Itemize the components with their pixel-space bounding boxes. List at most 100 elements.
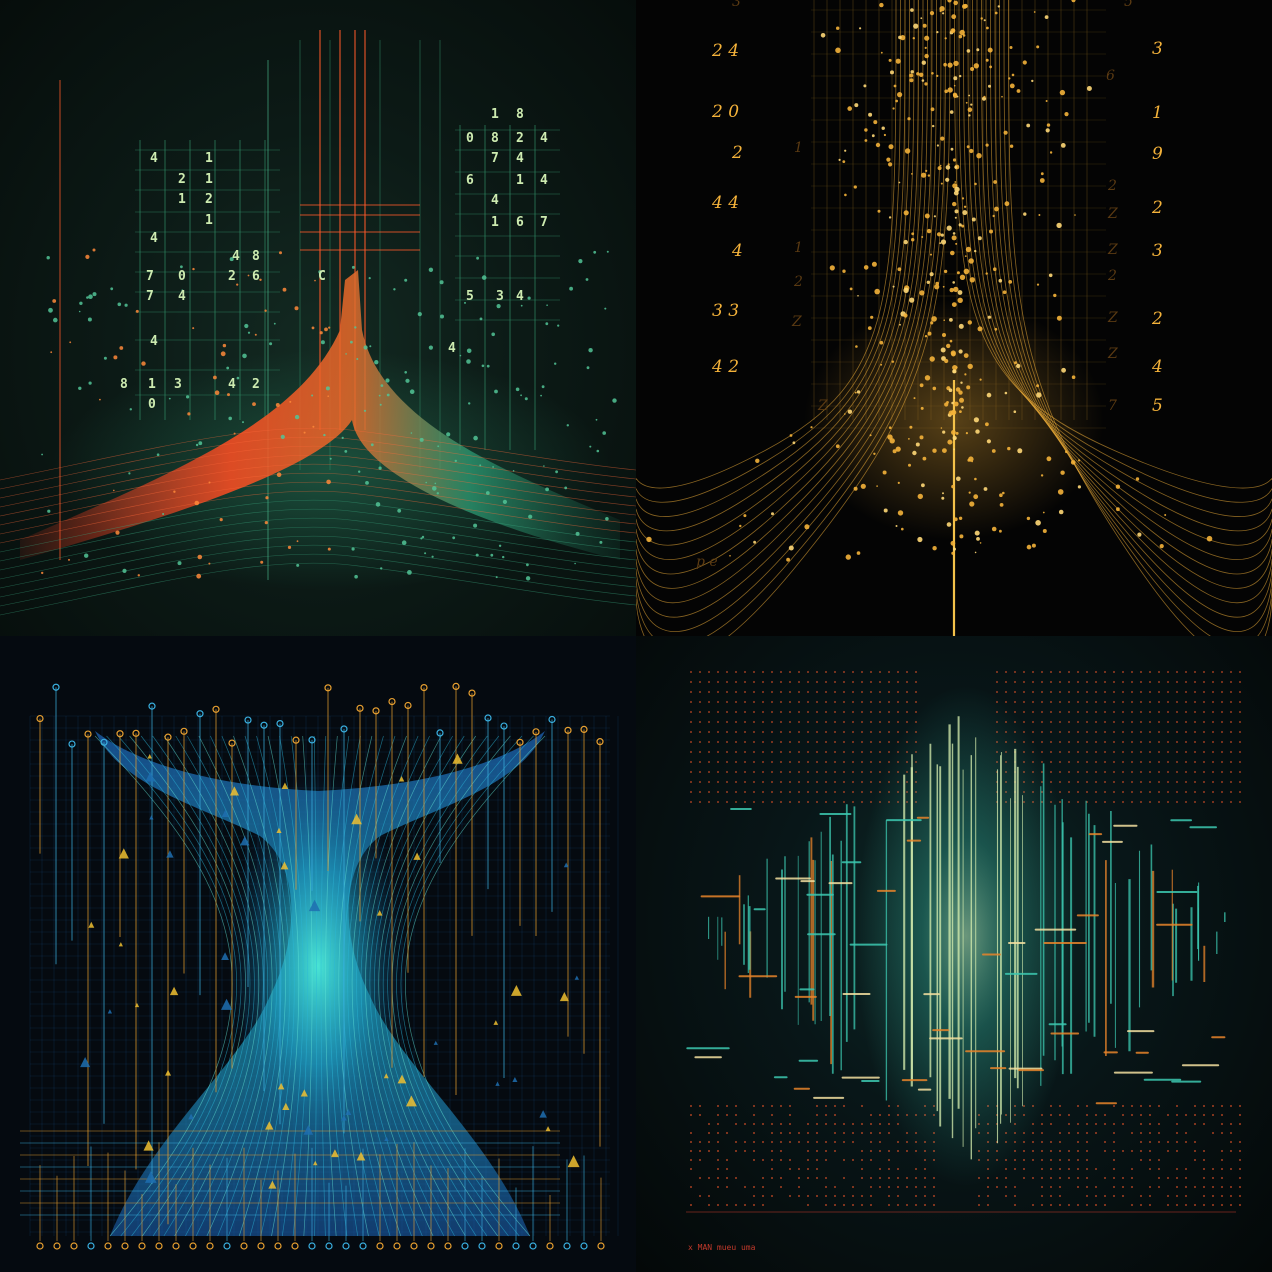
- stream-curve: [636, 0, 906, 517]
- strand: [290, 735, 309, 1237]
- dot: [744, 711, 746, 713]
- pin-head: [180, 727, 188, 735]
- dot: [425, 481, 428, 484]
- dot: [1239, 711, 1241, 713]
- pin-head: [596, 738, 604, 746]
- dot: [708, 781, 710, 783]
- dot: [1016, 363, 1021, 369]
- dot: [916, 72, 920, 76]
- dot: [1003, 130, 1008, 135]
- dot: [1068, 681, 1070, 683]
- dot: [998, 278, 1003, 283]
- dot: [953, 60, 959, 67]
- dot: [1038, 214, 1041, 216]
- dot: [974, 530, 980, 536]
- dot: [341, 436, 344, 439]
- dot: [492, 466, 494, 468]
- dot: [1176, 781, 1178, 783]
- strand: [313, 735, 317, 1237]
- dot: [906, 681, 908, 683]
- dot: [1239, 1168, 1241, 1170]
- dot: [1036, 384, 1040, 388]
- dot: [599, 540, 603, 544]
- dot: [1239, 1123, 1241, 1125]
- pin-head: [500, 722, 508, 730]
- dot: [228, 416, 232, 421]
- dot: [287, 545, 292, 550]
- dot: [1041, 731, 1043, 733]
- dot: [1059, 89, 1066, 96]
- strand: [373, 735, 465, 1237]
- dot: [861, 751, 863, 753]
- dot: [135, 309, 139, 313]
- dot: [41, 571, 44, 575]
- dot: [1009, 46, 1013, 49]
- dot: [915, 671, 917, 673]
- dot: [861, 1132, 863, 1134]
- triangle-glyph: [567, 1155, 580, 1168]
- grid-number: 0: [178, 269, 186, 284]
- dot: [973, 63, 979, 69]
- dot: [798, 1141, 800, 1143]
- dot: [950, 350, 956, 356]
- dot: [910, 8, 914, 12]
- dot: [1239, 691, 1241, 693]
- dot: [870, 1132, 872, 1134]
- dot: [1149, 781, 1151, 783]
- grid-number: 7: [491, 151, 499, 166]
- dot: [780, 1150, 782, 1152]
- stream-curve: [954, 0, 1272, 489]
- dot: [424, 552, 427, 555]
- dot: [780, 671, 782, 673]
- dot: [464, 301, 466, 304]
- dot: [927, 331, 932, 336]
- dot: [924, 53, 929, 59]
- dot: [1239, 791, 1241, 793]
- dot: [1077, 681, 1079, 683]
- triangle-glyph: [265, 1121, 274, 1130]
- dot: [1060, 470, 1065, 475]
- funnel-surface: [20, 270, 620, 560]
- dot: [1023, 1150, 1025, 1152]
- dot: [1058, 509, 1064, 515]
- dot: [915, 1195, 917, 1197]
- dot: [1009, 83, 1015, 89]
- dot: [924, 213, 930, 219]
- dot: [968, 114, 971, 117]
- dot: [726, 761, 728, 763]
- dot: [1149, 1168, 1151, 1170]
- dot: [978, 1195, 980, 1197]
- triangle-glyph: [147, 753, 153, 759]
- dot: [1023, 721, 1025, 723]
- dot: [956, 95, 959, 98]
- dot: [807, 711, 809, 713]
- pin-head: [342, 1242, 350, 1250]
- dot: [186, 395, 190, 399]
- strand: [198, 735, 273, 1237]
- stream-curve: [981, 0, 1272, 575]
- dot: [1086, 1177, 1088, 1179]
- dot: [1022, 60, 1027, 65]
- dot: [1239, 671, 1241, 673]
- dot: [771, 1159, 773, 1161]
- dot: [807, 691, 809, 693]
- dot: [931, 316, 937, 322]
- dot: [605, 517, 609, 521]
- dot: [974, 477, 977, 481]
- dot: [1095, 771, 1097, 773]
- dot: [942, 12, 945, 15]
- dot: [789, 761, 791, 763]
- dot: [947, 87, 953, 93]
- pin-head: [244, 716, 252, 724]
- dot: [861, 711, 863, 713]
- dot: [1149, 1150, 1151, 1152]
- dot: [789, 751, 791, 753]
- dot: [1005, 681, 1007, 683]
- dot: [1045, 128, 1050, 133]
- dot: [1149, 711, 1151, 713]
- dot: [1059, 701, 1061, 703]
- dot: [1017, 448, 1023, 454]
- dot: [1023, 1177, 1025, 1179]
- dot: [870, 1141, 872, 1143]
- dot: [957, 297, 963, 303]
